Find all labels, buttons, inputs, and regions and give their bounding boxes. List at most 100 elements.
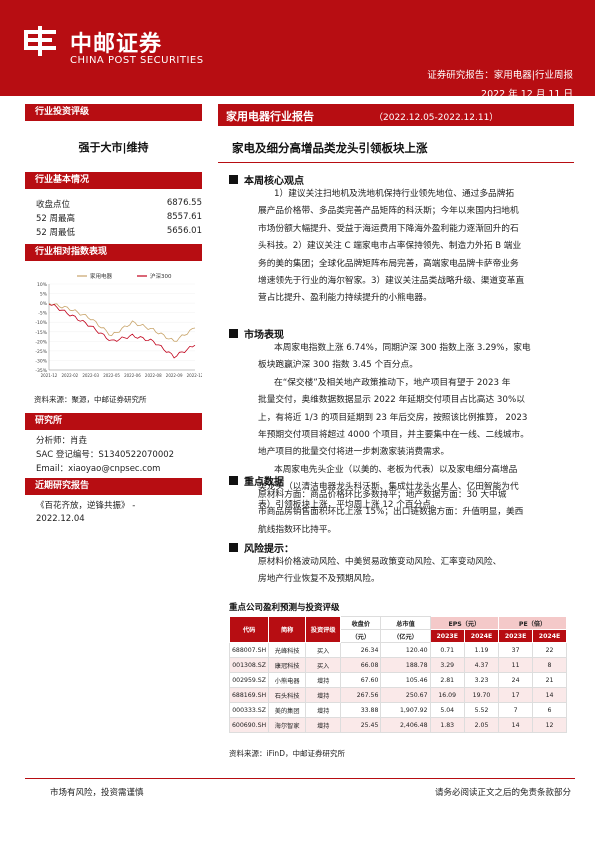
y-tick-label: -20% xyxy=(35,339,47,345)
logo-text-en: CHINA POST SECURITIES xyxy=(70,55,204,66)
report-type: 证券研究报告：家用电器|行业周报 xyxy=(427,70,573,81)
text-line: 类龙头（以清洁电器龙头科沃斯、集成灶龙头火星人、亿田智能为代 xyxy=(258,482,519,493)
section-key-data: 重点数据 xyxy=(244,477,284,488)
text-line: 展产品价格带、多品类完善产品矩阵的科沃斯；今年以来国内扫地机 xyxy=(258,206,519,217)
text-line: 营占比提升、盈利能力持续提升的小熊电器。 xyxy=(258,293,432,304)
text-line: 增速领先于行业的海尔智家。3）建议关注品类战略升级、渠道变革直 xyxy=(258,276,525,287)
section-core-views: 本周核心观点 xyxy=(244,176,304,187)
table-cell: 37 xyxy=(498,642,534,658)
col-header: EPS（元） xyxy=(429,616,500,630)
logo-text-cn: 中邮证券 xyxy=(70,32,163,57)
research-section-title: 研究所 xyxy=(25,413,202,430)
text-line: 板块跑赢沪深 300 指数 3.45 个百分点。 xyxy=(258,360,418,371)
table-row: 688169.SH 石头科技 增持 267.56 250.67 16.09 19.70 17 1… xyxy=(228,687,567,703)
headline: 家电及细分高增品类龙头引领板块上涨 xyxy=(232,141,428,155)
table-cell: 14 xyxy=(532,687,567,703)
headline-rule xyxy=(218,162,574,163)
table-cell: 8 xyxy=(532,657,567,673)
basics-value: 6876.55 xyxy=(166,198,202,208)
table-row: 001308.SZ 康冠科技 买入 66.08 188.78 3.29 4.37 11 8 xyxy=(228,657,567,673)
x-tick-label: 2021-12 xyxy=(41,373,58,378)
y-tick-label: 5% xyxy=(40,292,48,298)
text-line: 表）引领板块上涨，平均周上涨 12 个百分点。 xyxy=(258,499,440,510)
table-cell: 买入 xyxy=(305,642,342,658)
text-line: 航线指数环比持平。 xyxy=(258,524,337,535)
basics-row: 收盘点位 6876.55 xyxy=(36,198,202,210)
basics-label: 52 周最低 xyxy=(36,228,76,238)
table-cell: 1,907.92 xyxy=(380,702,431,718)
table-row: 002959.SZ 小熊电器 增持 67.60 105.46 2.81 3.23 24 21 xyxy=(228,672,567,688)
key-data-paragraph: 原材料方面：商品价格环比多数持平；地产数据方面：30 大中城 市商品房销售面积环… xyxy=(258,487,554,539)
basics-label: 52 周最高 xyxy=(36,214,76,224)
report-header xyxy=(0,0,595,96)
table-cell: 0.71 xyxy=(429,642,465,658)
table-cell: 19.70 xyxy=(463,687,500,703)
x-tick-label: 2022-06 xyxy=(124,373,141,378)
series-line-hs300 xyxy=(48,304,196,359)
text-line: 本周家电指数上涨 6.74%，同期沪深 300 指数上涨 3.29%，家电 xyxy=(274,343,531,353)
y-tick-label: -10% xyxy=(35,320,47,326)
table-cell: 21 xyxy=(532,672,567,688)
core-views-paragraph: 1）建议关注扫地机及洗地机保持行业领先地位、通过多品牌拓 展产品价格带、多品类完… xyxy=(258,186,554,308)
industry-rating: 强于大市|维持 xyxy=(78,141,149,154)
table-cell: 14 xyxy=(498,717,534,733)
col-header: PE（倍） xyxy=(498,616,567,630)
section-market: 市场表现 xyxy=(244,330,284,341)
table-cell: 688007.SH xyxy=(228,642,270,658)
text-line: 在“保交楼”及相关地产政策推动下，地产项目有望于 2023 年 xyxy=(274,377,511,388)
table-cell: 7 xyxy=(498,702,534,718)
footer-risk-note: 市场有风险，投资需谨慎 xyxy=(50,788,144,798)
footer-disclaimer: 请务必阅读正文之后的免责条款部分 xyxy=(434,788,571,798)
table-cell: 康冠科技 xyxy=(268,657,307,673)
table-cell: 688169.SH xyxy=(228,687,270,703)
text-line: 房地产行业恢复不及预期风险。 xyxy=(258,574,380,585)
table-cell: 1.19 xyxy=(463,642,500,658)
analyst-email[interactable]: Email：xiaoyao@cnpsec.com xyxy=(36,464,161,474)
table-cell: 光峰科技 xyxy=(268,642,307,658)
text-line: 年预期交付项目将超过 4000 个项目，并主要集中在一线、二线城市。 xyxy=(258,430,529,441)
table-cell: 增持 xyxy=(305,702,342,718)
basics-value: 5656.01 xyxy=(166,226,202,236)
table-cell: 24 xyxy=(498,672,534,688)
y-tick-label: 0% xyxy=(40,301,48,307)
chart-source: 资料来源：聚源，中邮证券研究所 xyxy=(34,395,147,404)
table-cell: 000333.SZ xyxy=(228,702,270,718)
section-risk: 风险提示： xyxy=(244,544,294,555)
table-row: 000333.SZ 美的集团 增持 33.88 1,907.92 5.04 5.52 7 6 xyxy=(228,702,567,718)
table-cell: 3.23 xyxy=(463,672,500,688)
text-line: 地产项目的批量交付将进一步刺激家装消费需求。 xyxy=(258,447,450,458)
col-header: 简称 xyxy=(268,616,307,643)
table-cell: 增持 xyxy=(305,687,342,703)
table-cell: 66.08 xyxy=(340,657,382,673)
col-subheader: 2024E xyxy=(463,629,500,643)
china-post-logo-icon xyxy=(20,24,60,58)
col-unit: （元） xyxy=(340,629,382,643)
report-period: （2022.12.05-2022.12.11） xyxy=(374,113,499,123)
text-line: 原材料价格波动风险、中美贸易政策变动风险、汇率变动风险、 xyxy=(258,557,502,567)
analyst-name: 分析师：肖垚 xyxy=(36,436,88,446)
basics-label: 收盘点位 xyxy=(36,200,71,210)
table-cell: 5.04 xyxy=(429,702,465,718)
y-tick-label: -25% xyxy=(35,349,47,355)
table-cell: 4.37 xyxy=(463,657,500,673)
chart-section-title: 行业相对指数表现 xyxy=(25,244,202,261)
recent-report-title[interactable]: 《百花齐放，逆锋共振》 - xyxy=(36,501,136,511)
y-tick-label: 10% xyxy=(37,282,48,288)
series-line-appliances xyxy=(48,302,196,342)
table-cell: 67.60 xyxy=(340,672,382,688)
table-cell: 3.29 xyxy=(429,657,465,673)
x-tick-label: 2022-12 xyxy=(187,373,202,378)
table-row: 600690.SH 海尔智家 增持 25.45 2,406.48 1.83 2.05 14 12 xyxy=(228,717,567,733)
text-line: 市场份额大幅提升、受益于海运费用下降海外盈利能力逐渐回升的石 xyxy=(258,223,519,234)
table-cell: 海尔智家 xyxy=(268,717,307,733)
x-tick-label: 2022-03 xyxy=(82,373,99,378)
table-cell: 11 xyxy=(498,657,534,673)
text-line: 1）建议关注扫地机及洗地机保持行业领先地位、通过多品牌拓 xyxy=(274,189,515,199)
text-line: 批量交付，奥维数据数据显示 2022 年延期交付项目占比高达 30%以 xyxy=(258,395,525,406)
recent-report-date: 2022.12.04 xyxy=(36,514,85,524)
table-cell: 600690.SH xyxy=(228,717,270,733)
table-cell: 33.88 xyxy=(340,702,382,718)
text-line: 上，有将近 1/3 的项目延期到 23 年后交房，按照该比例推算， 2023 xyxy=(258,412,528,423)
table-cell: 2.05 xyxy=(463,717,500,733)
table-cell: 001308.SZ xyxy=(228,657,270,673)
